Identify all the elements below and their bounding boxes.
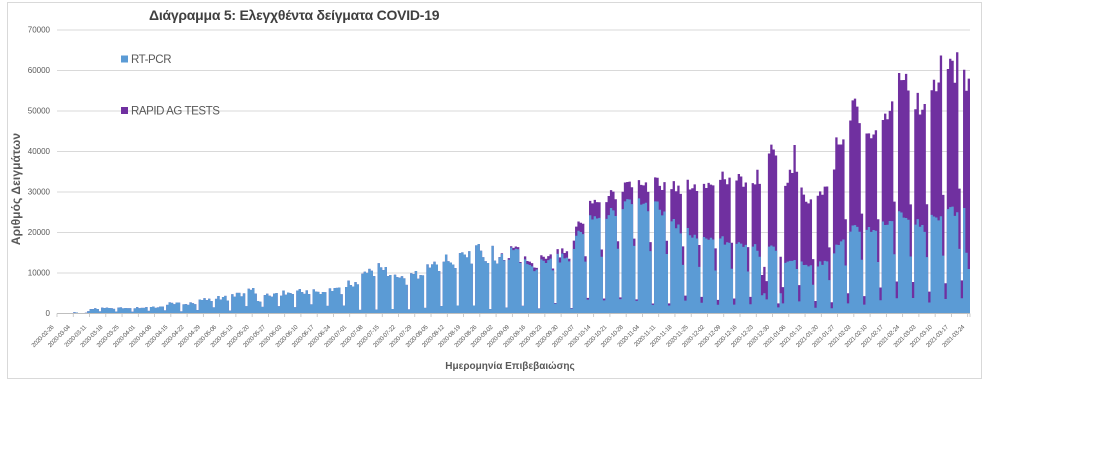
svg-text:10000: 10000	[28, 269, 51, 278]
svg-text:20000: 20000	[28, 228, 51, 237]
svg-text:Ημερομηνία Επιβεβαιώσης: Ημερομηνία Επιβεβαιώσης	[445, 361, 574, 372]
svg-text:RT-PCR: RT-PCR	[131, 54, 171, 66]
svg-text:RAPID AG TESTS: RAPID AG TESTS	[131, 106, 220, 118]
svg-text:70000: 70000	[28, 26, 51, 35]
svg-text:50000: 50000	[28, 107, 51, 116]
svg-text:40000: 40000	[28, 147, 51, 156]
svg-text:60000: 60000	[28, 66, 51, 75]
svg-text:0: 0	[46, 309, 51, 318]
svg-text:Αριθμός Δειγμάτων: Αριθμός Δειγμάτων	[9, 133, 23, 246]
svg-text:30000: 30000	[28, 188, 51, 197]
svg-text:Διάγραμμα 5: Ελεγχθέντα δείγμ: Διάγραμμα 5: Ελεγχθέντα δείγματα COVID-1…	[149, 7, 440, 23]
